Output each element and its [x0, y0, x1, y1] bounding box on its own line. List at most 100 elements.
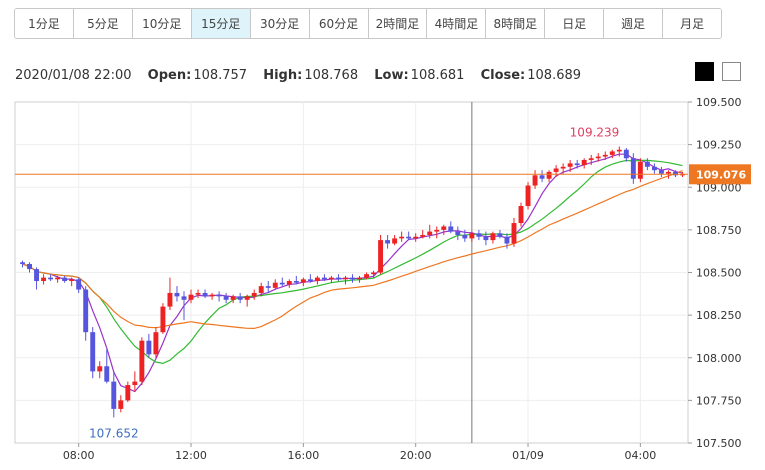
tab-timeframe-9[interactable]: 日足 — [545, 9, 605, 38]
candle-body — [511, 223, 517, 244]
dark-theme-button[interactable] — [695, 62, 714, 81]
tab-timeframe-0[interactable]: 1分足 — [15, 9, 74, 38]
candle-body — [546, 171, 552, 179]
x-tick-label: 12:00 — [175, 449, 207, 462]
close-value: 108.689 — [527, 68, 582, 83]
tab-timeframe-8[interactable]: 8時間足 — [486, 9, 546, 38]
candle-body — [602, 154, 608, 157]
candle-body — [69, 279, 75, 282]
candle-body — [34, 269, 40, 282]
candle-body — [476, 233, 482, 237]
tab-timeframe-11[interactable]: 月足 — [663, 9, 721, 38]
candle-body — [328, 277, 334, 280]
candle-body — [314, 277, 320, 282]
candle-body — [644, 161, 650, 167]
candle-body — [392, 238, 398, 244]
candle-body — [258, 286, 264, 293]
tab-timeframe-3[interactable]: 15分足 — [191, 9, 251, 38]
candle-body — [630, 158, 636, 179]
candle-body — [406, 236, 412, 239]
candle-body — [616, 149, 622, 152]
candle-body — [560, 166, 566, 169]
candle-body — [673, 171, 678, 176]
candle-body — [48, 277, 54, 280]
y-tick-label: 107.750 — [696, 394, 742, 407]
candle-body — [434, 229, 440, 232]
candle-body — [658, 170, 664, 174]
tab-timeframe-1[interactable]: 5分足 — [73, 9, 133, 38]
low-value: 108.681 — [410, 68, 465, 83]
light-theme-button[interactable] — [722, 62, 741, 81]
x-tick-label: 04:00 — [625, 449, 657, 462]
candle-body — [595, 156, 601, 159]
current-price-badge — [689, 164, 751, 185]
candle-body — [504, 236, 510, 244]
candle-body — [567, 163, 573, 167]
high-annotation: 109.239 — [570, 126, 620, 140]
candle-body — [202, 292, 208, 297]
candle-body — [321, 277, 327, 280]
y-tick-label: 109.000 — [696, 181, 742, 194]
low-label: Low: — [374, 68, 409, 83]
candle-body — [104, 366, 110, 382]
candle-body — [427, 231, 433, 235]
candle-body — [539, 175, 545, 179]
candle-body — [76, 279, 82, 290]
x-tick-label: 20:00 — [400, 449, 432, 462]
y-tick-label: 107.500 — [696, 437, 742, 450]
candle-body — [623, 149, 629, 159]
candle-body — [525, 185, 531, 207]
candle-body — [588, 158, 594, 160]
y-tick-label: 109.250 — [696, 139, 742, 152]
y-tick-label: 109.500 — [696, 96, 742, 109]
candle-body — [336, 277, 341, 280]
candle-body — [364, 274, 369, 278]
candle-body — [118, 400, 124, 409]
high-label: High: — [263, 68, 303, 83]
candle-body — [462, 234, 468, 239]
candle-body — [62, 277, 68, 282]
y-tick-label: 108.000 — [696, 352, 742, 365]
candle-body — [293, 281, 299, 283]
candle-body — [139, 340, 145, 382]
tab-timeframe-6[interactable]: 2時間足 — [368, 9, 428, 38]
tab-timeframe-10[interactable]: 週足 — [604, 9, 664, 38]
candle-body — [83, 289, 89, 333]
candle-body — [27, 263, 32, 270]
tab-timeframe-2[interactable]: 10分足 — [132, 9, 192, 38]
candle-body — [230, 296, 236, 300]
candle-body — [413, 236, 419, 239]
y-tick-label: 108.250 — [696, 309, 742, 322]
timeframe-tabs: 1分足 5分足 10分足 15分足 30分足 60分足 2時間足 4時間足 8時間足 日足 週足 月足 — [14, 8, 722, 39]
candle-body — [216, 294, 222, 297]
candle-body — [665, 171, 671, 174]
candle-body — [279, 282, 285, 285]
candle-body — [574, 163, 580, 166]
candle-body — [97, 366, 103, 372]
candle-body — [483, 236, 489, 241]
candle-body — [55, 277, 61, 280]
candle-body — [371, 272, 377, 275]
candle-body — [448, 226, 454, 232]
tab-timeframe-7[interactable]: 4時間足 — [427, 9, 487, 38]
candle-body — [195, 292, 201, 295]
candle-body — [609, 151, 615, 155]
candle-body — [497, 233, 503, 237]
candle-body — [167, 292, 173, 307]
candle-body — [581, 159, 587, 166]
candle-body — [160, 306, 166, 333]
current-price-label: 109.076 — [696, 168, 746, 181]
candle-body — [490, 233, 496, 241]
candle-body — [680, 174, 685, 176]
candle-body — [188, 294, 194, 300]
candle-body — [90, 332, 96, 372]
candle-body — [441, 226, 447, 230]
candle-body — [244, 296, 250, 300]
candle-body — [378, 240, 384, 273]
tab-timeframe-5[interactable]: 60分足 — [309, 9, 369, 38]
x-tick-label: 08:00 — [63, 449, 95, 462]
tab-timeframe-4[interactable]: 30分足 — [250, 9, 310, 38]
high-value: 108.768 — [304, 68, 359, 83]
candle-body — [518, 206, 524, 224]
